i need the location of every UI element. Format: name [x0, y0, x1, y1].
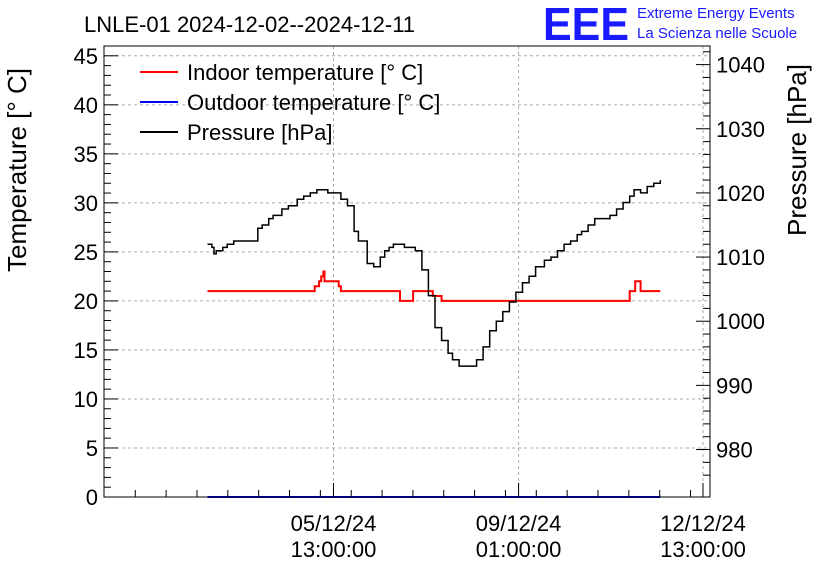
logo-line1: Extreme Energy Events: [637, 5, 795, 22]
y-right-tick-label: 1020: [716, 181, 765, 206]
logo-line2: La Scienza nelle Scuole: [637, 25, 797, 42]
series-line-pressure: [207, 180, 662, 367]
y-left-tick-label: 40: [74, 93, 98, 118]
x-tick-label-date: 09/12/24: [476, 511, 562, 536]
legend-label-pressure: Pressure [hPa]: [187, 120, 333, 145]
y-left-tick-label: 0: [86, 485, 98, 510]
x-tick-label-time: 13:00:00: [291, 537, 377, 562]
series-group: [207, 180, 662, 498]
eee-logo: EEE Extreme Energy Events La Scienza nel…: [543, 0, 797, 50]
y-left-tick-label: 5: [86, 436, 98, 461]
y-left-tick-label: 25: [74, 240, 98, 265]
x-tick-label-date: 05/12/24: [291, 511, 377, 536]
legend: Indoor temperature [° C] Outdoor tempera…: [140, 60, 440, 145]
y-axis-label-right: Pressure [hPa]: [782, 64, 812, 236]
y-right-tick-label: 1000: [716, 309, 765, 334]
x-tick-label-date: 12/12/24: [660, 511, 746, 536]
legend-label-indoor: Indoor temperature [° C]: [187, 60, 423, 85]
y-right-tick-label: 1030: [716, 117, 765, 142]
series-line-indoor-temperature: [207, 270, 661, 302]
y-left-tick-label: 30: [74, 191, 98, 216]
logo-letters: EEE: [543, 0, 629, 50]
y-right-tick-label: 1010: [716, 245, 765, 270]
x-tick-label-time: 13:00:00: [660, 537, 746, 562]
y-left-tick-label: 15: [74, 338, 98, 363]
chart-title: LNLE-01 2024-12-02--2024-12-11: [84, 12, 415, 37]
y-left-tick-label: 10: [74, 387, 98, 412]
y-left-tick-label: 45: [74, 44, 98, 69]
y-axis-label-left: Temperature [° C]: [2, 68, 32, 272]
y-left-tick-label: 20: [74, 289, 98, 314]
y-right-tick-label: 990: [716, 373, 753, 398]
y-right-tick-label: 1040: [716, 53, 765, 78]
y-right-tick-label: 980: [716, 438, 753, 463]
x-tick-label-time: 01:00:00: [476, 537, 562, 562]
y-left-tick-label: 35: [74, 142, 98, 167]
plot-frame: [103, 45, 711, 498]
legend-label-outdoor: Outdoor temperature [° C]: [187, 90, 440, 115]
axes-group: 0 5 10 15 20 25 30 35 40 45 980 990 1000 1010 1020 1030…: [74, 44, 765, 562]
